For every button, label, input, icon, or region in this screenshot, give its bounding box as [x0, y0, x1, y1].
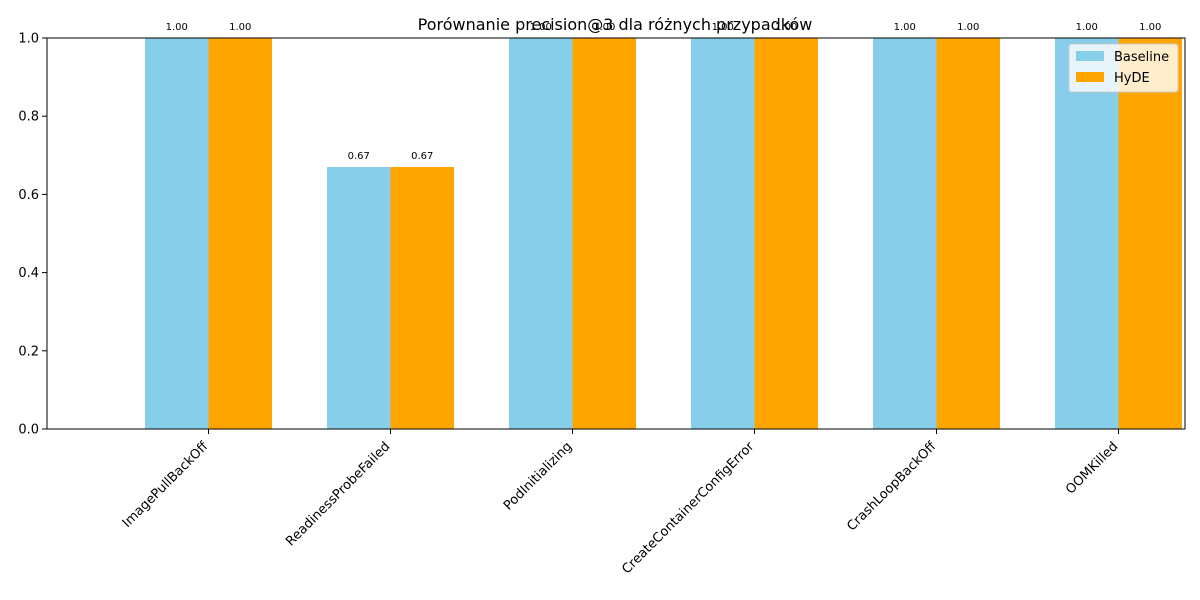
chart-title: Porównanie precision@3 dla różnych przyp… — [418, 15, 813, 34]
bar-value-label: 1.00 — [775, 22, 797, 33]
y-tick-label: 0.4 — [18, 266, 39, 281]
bars — [145, 38, 1182, 429]
bar-baseline-4 — [873, 38, 937, 429]
bar-value-label: 1.00 — [894, 22, 916, 33]
bar-baseline-3 — [691, 38, 755, 429]
legend-label-hyde: HyDE — [1114, 71, 1150, 86]
bar-hyde-1 — [390, 167, 454, 429]
bar-value-label: 1.00 — [712, 22, 734, 33]
legend-swatch-baseline — [1076, 51, 1104, 61]
bar-baseline-2 — [509, 38, 573, 429]
y-tick-label: 1.0 — [18, 32, 39, 47]
bar-value-label: 1.00 — [957, 22, 979, 33]
bar-baseline-1 — [327, 167, 391, 429]
bar-labels: 1.00 0.67 1.00 1.00 1.00 1.00 1.00 0.67 1.00 1.00… — [166, 22, 1162, 162]
bar-value-label: 0.67 — [411, 151, 433, 162]
bar-hyde-2 — [572, 38, 636, 429]
bar-value-label: 0.67 — [348, 151, 370, 162]
x-tick-label: OOMKilled — [1063, 439, 1121, 497]
bar-value-label: 1.00 — [530, 22, 552, 33]
bar-value-label: 1.00 — [166, 22, 188, 33]
x-axis: ImagePullBackOff ReadinessProbeFailed PodI… — [120, 429, 1121, 577]
y-tick-label: 0.0 — [18, 423, 39, 438]
x-tick-label: CrashLoopBackOff — [844, 438, 940, 534]
x-tick-label: ImagePullBackOff — [120, 438, 212, 530]
bar-value-label: 1.00 — [593, 22, 615, 33]
y-tick-label: 0.6 — [18, 188, 39, 203]
bar-baseline-5 — [1055, 38, 1119, 429]
bar-value-label: 1.00 — [1139, 22, 1161, 33]
bar-value-label: 1.00 — [1076, 22, 1098, 33]
legend-swatch-hyde — [1076, 72, 1104, 82]
bar-hyde-4 — [936, 38, 1000, 429]
bar-baseline-0 — [145, 38, 209, 429]
bar-hyde-3 — [754, 38, 818, 429]
y-tick-label: 0.2 — [18, 344, 39, 359]
legend-label-baseline: Baseline — [1114, 50, 1169, 65]
x-tick-label: ReadinessProbeFailed — [283, 439, 393, 549]
y-tick-label: 0.8 — [18, 110, 39, 125]
legend[interactable]: Baseline HyDE — [1068, 43, 1179, 93]
y-axis: 0.0 0.2 0.4 0.6 0.8 1.0 — [18, 32, 47, 438]
bar-hyde-0 — [208, 38, 272, 429]
x-tick-label: CreateContainerConfigError — [619, 439, 757, 577]
bar-value-label: 1.00 — [229, 22, 251, 33]
bar-hyde-5 — [1118, 38, 1182, 429]
plot-frame — [46, 37, 1186, 430]
x-tick-label: PodInitializing — [501, 439, 575, 513]
